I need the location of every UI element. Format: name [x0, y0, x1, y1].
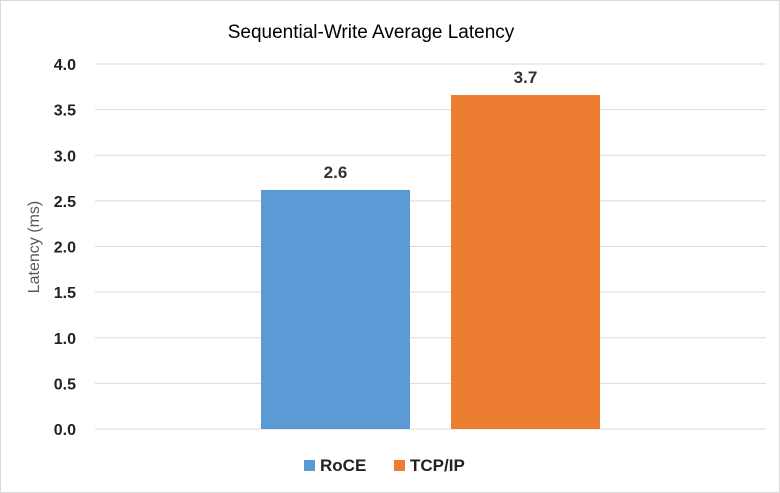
y-axis-label: Latency (ms): [26, 201, 43, 293]
y-tick-label: 3.0: [54, 148, 76, 165]
y-tick-label: 1.5: [54, 285, 76, 302]
y-tick-label: 3.5: [54, 103, 76, 120]
legend-swatch: [304, 460, 315, 471]
chart-title: Sequential-Write Average Latency: [228, 22, 515, 43]
y-tick-label: 0.5: [54, 376, 76, 393]
bar-tcp-ip: [451, 95, 600, 430]
y-tick-label: 1.0: [54, 331, 76, 348]
legend-label: TCP/IP: [410, 456, 465, 475]
legend: RoCE TCP/IP: [304, 456, 465, 475]
y-axis-ticks: 0.0 0.5 1.0 1.5 2.0 2.5 3.0 3.5 4.0: [54, 57, 76, 439]
y-tick-label: 0.0: [54, 422, 76, 439]
data-label: 3.7: [514, 68, 538, 87]
y-tick-label: 2.0: [54, 240, 76, 257]
bars: 2.6 3.7: [261, 68, 600, 430]
y-tick-label: 4.0: [54, 57, 76, 74]
legend-swatch: [394, 460, 405, 471]
data-label: 2.6: [324, 163, 348, 182]
bar-roce: [261, 189, 410, 429]
legend-label: RoCE: [320, 456, 366, 475]
gridlines: [95, 63, 766, 430]
y-tick-label: 2.5: [54, 194, 76, 211]
